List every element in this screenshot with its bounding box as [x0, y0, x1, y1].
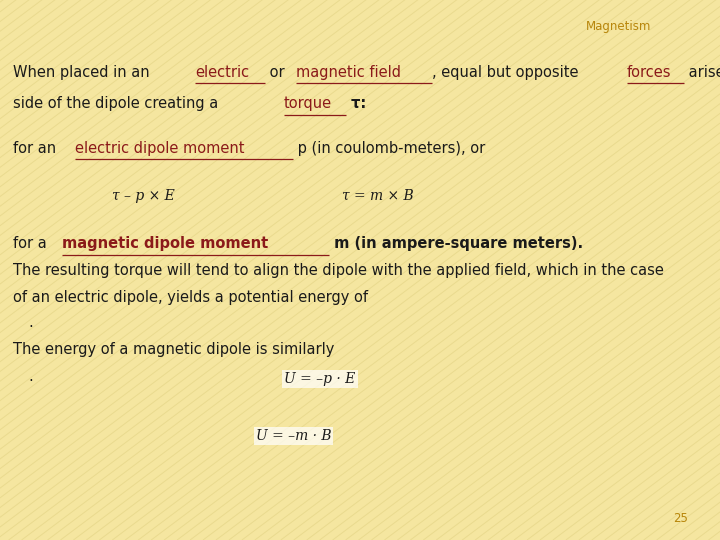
Text: electric: electric: [195, 65, 249, 80]
Text: τ – p × E: τ – p × E: [112, 189, 174, 203]
Text: 25: 25: [672, 512, 688, 525]
Text: arise on each: arise on each: [684, 65, 720, 80]
Text: τ:: τ:: [346, 96, 366, 111]
Text: m (in ampere-square meters).: m (in ampere-square meters).: [328, 237, 582, 252]
Text: magnetic dipole moment: magnetic dipole moment: [63, 237, 269, 252]
Text: side of the dipole creating a: side of the dipole creating a: [13, 96, 222, 111]
Text: The energy of a magnetic dipole is similarly: The energy of a magnetic dipole is simil…: [13, 342, 334, 357]
Text: for a: for a: [13, 237, 51, 252]
Text: electric dipole moment: electric dipole moment: [75, 141, 244, 156]
Text: of an electric dipole, yields a potential energy of: of an electric dipole, yields a potentia…: [13, 291, 368, 306]
Text: U = –m · B: U = –m · B: [256, 429, 331, 443]
Text: When placed in an: When placed in an: [13, 65, 154, 80]
Text: for an: for an: [13, 141, 60, 156]
Text: .: .: [29, 369, 34, 384]
Text: p (in coulomb-meters), or: p (in coulomb-meters), or: [293, 141, 485, 156]
Text: The resulting torque will tend to align the dipole with the applied field, which: The resulting torque will tend to align …: [13, 264, 664, 279]
Text: , equal but opposite: , equal but opposite: [432, 65, 583, 80]
Text: Magnetism: Magnetism: [586, 20, 652, 33]
Text: or: or: [265, 65, 289, 80]
Text: .: .: [29, 315, 34, 330]
Text: torque: torque: [284, 96, 332, 111]
Text: U = –p · E: U = –p · E: [284, 373, 356, 387]
Text: forces: forces: [627, 65, 671, 80]
Text: magnetic field: magnetic field: [297, 65, 401, 80]
Text: τ = m × B: τ = m × B: [342, 189, 414, 203]
